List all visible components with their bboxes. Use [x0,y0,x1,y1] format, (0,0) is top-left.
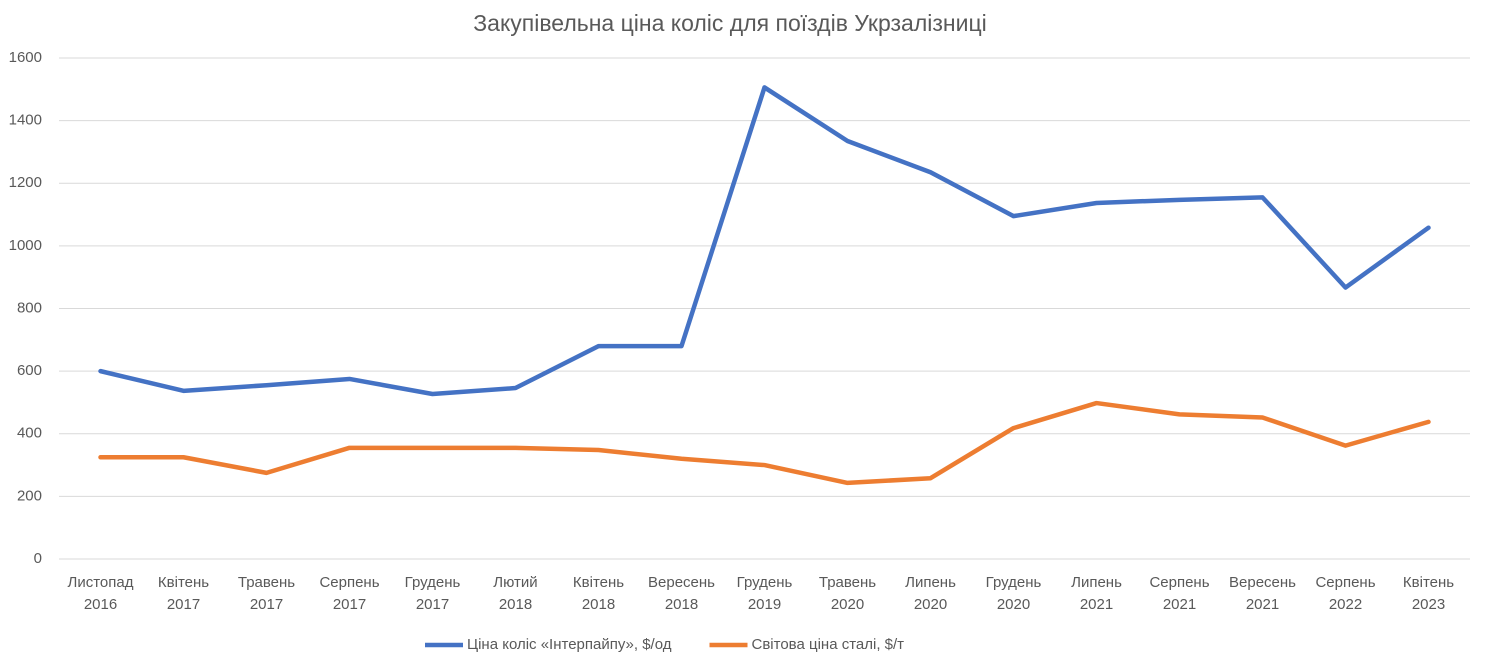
x-tick-label: 2017 [167,596,200,613]
x-tick-label: 2017 [333,596,366,613]
y-tick-label: 1000 [9,237,42,254]
x-tick-label: Грудень [986,574,1042,591]
x-tick-label: 2021 [1163,596,1196,613]
x-tick-label: Травень [238,574,295,591]
x-tick-label: 2018 [582,596,615,613]
x-tick-label: 2017 [416,596,449,613]
y-tick-label: 800 [17,299,42,316]
y-tick-label: 1400 [9,112,42,129]
x-tick-label: 2022 [1329,596,1362,613]
x-tick-label: 2020 [831,596,864,613]
y-tick-label: 1600 [9,49,42,66]
legend-label: Світова ціна сталі, $/т [752,636,905,653]
y-tick-label: 0 [34,550,42,567]
x-tick-label: Лютий [493,574,537,591]
x-tick-label: Вересень [648,574,715,591]
x-tick-label: 2018 [665,596,698,613]
y-tick-label: 1200 [9,174,42,191]
x-tick-label: Липень [1071,574,1122,591]
x-tick-label: 2021 [1080,596,1113,613]
x-tick-label: Травень [819,574,876,591]
x-tick-label: 2019 [748,596,781,613]
x-tick-label: Листопад [68,574,134,591]
chart-title: Закупівельна ціна коліс для поїздів Укрз… [473,10,986,36]
line [98,85,1431,397]
x-tick-label: 2020 [914,596,947,613]
x-tick-label: Серпень [1315,574,1375,591]
legend-label: Ціна коліс «Інтерпайпу», $/од [467,636,672,653]
line [98,400,1431,486]
x-tick-label: 2020 [997,596,1030,613]
x-tick-label: Серпень [1149,574,1209,591]
y-tick-label: 200 [17,487,42,504]
x-tick-label: 2017 [250,596,283,613]
x-tick-label: 2018 [499,596,532,613]
x-tick-label: Квітень [158,574,209,591]
x-tick-label: 2021 [1246,596,1279,613]
x-tick-label: Грудень [737,574,793,591]
x-tick-label: Вересень [1229,574,1296,591]
x-tick-label: Серпень [319,574,379,591]
x-tick-label: 2016 [84,596,117,613]
x-tick-label: Липень [905,574,956,591]
x-tick-label: Квітень [1403,574,1454,591]
x-tick-label: Грудень [405,574,461,591]
y-tick-label: 400 [17,425,42,442]
x-tick-label: 2023 [1412,596,1445,613]
x-tick-label: Квітень [573,574,624,591]
y-tick-label: 600 [17,362,42,379]
